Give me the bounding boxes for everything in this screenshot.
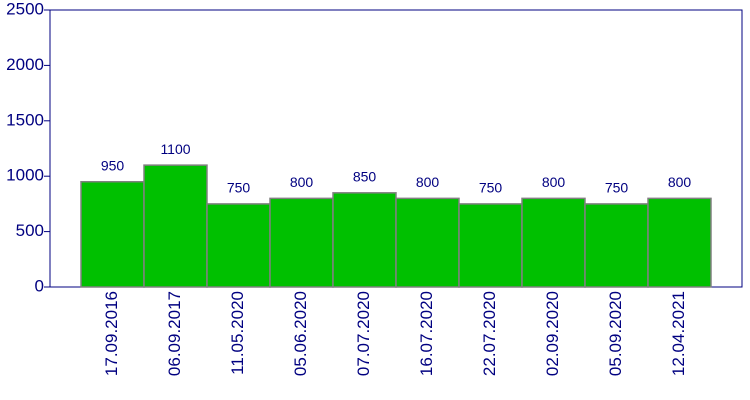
bar [332, 192, 397, 288]
value-label: 750 [605, 180, 629, 196]
bar [80, 180, 145, 288]
x-tick-label: 11.05.2020 [228, 291, 247, 375]
x-tick-label: 07.07.2020 [354, 291, 373, 376]
value-label: 800 [542, 174, 566, 190]
value-label: 750 [479, 180, 503, 196]
bar [458, 203, 523, 288]
bar [521, 197, 586, 288]
value-label: 1100 [160, 141, 190, 157]
y-tick-label: 500 [16, 221, 44, 240]
y-tick-label: 1000 [6, 166, 44, 185]
bar [269, 197, 334, 288]
y-tick-label: 1500 [6, 110, 44, 129]
value-label: 800 [416, 174, 440, 190]
bar [395, 197, 460, 288]
value-label: 750 [227, 180, 251, 196]
x-tick-label: 02.09.2020 [543, 291, 562, 376]
x-tick-label: 05.09.2020 [606, 291, 625, 376]
bar [143, 164, 208, 288]
bar [584, 203, 649, 288]
x-tick-label: 06.09.2017 [165, 291, 184, 376]
x-tick-label: 17.09.2016 [102, 291, 121, 376]
x-tick-label: 22.07.2020 [480, 291, 499, 376]
bar [647, 197, 712, 288]
value-label: 800 [668, 174, 692, 190]
x-tick-label: 16.07.2020 [417, 291, 436, 376]
value-label: 950 [101, 157, 125, 173]
value-label: 800 [290, 174, 314, 190]
x-tick-label: 05.06.2020 [291, 291, 310, 376]
y-tick-label: 2000 [6, 55, 44, 74]
x-tick-label: 12.04.2021 [669, 291, 688, 376]
bar [206, 203, 271, 288]
value-label: 850 [353, 169, 377, 185]
y-tick-label: 2500 [6, 0, 44, 18]
y-tick-label: 0 [35, 276, 44, 295]
